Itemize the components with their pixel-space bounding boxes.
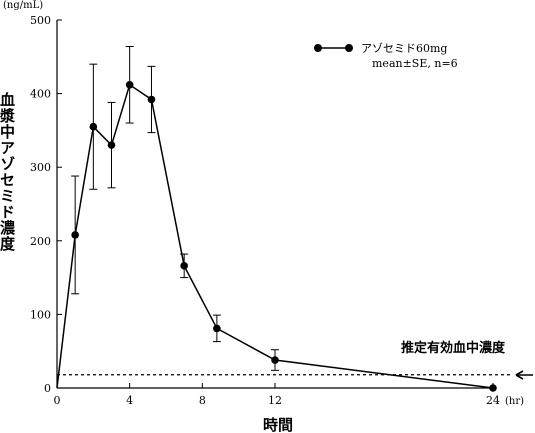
y-tick-label: 300 — [30, 161, 51, 174]
x-tick-label: 4 — [126, 394, 133, 407]
legend-marker — [345, 44, 353, 52]
x-tick-label: 24 — [486, 394, 500, 407]
legend-series-name: アゾセミド60mg — [361, 42, 447, 55]
y-unit-label: (ng/mL) — [3, 0, 43, 11]
data-point — [213, 324, 221, 333]
y-axis-label: 血漿中アゾセミド濃度 — [0, 91, 16, 252]
series-line — [56, 83, 494, 389]
y-tick-label: 500 — [30, 14, 51, 27]
data-point — [180, 262, 188, 270]
y-tick-label: 200 — [30, 235, 51, 248]
x-tick-label: 8 — [199, 394, 206, 407]
data-point — [71, 231, 79, 239]
data-point — [147, 95, 156, 104]
data-point — [271, 356, 279, 364]
legend: アゾセミド60mg mean±SE, n=6 — [314, 42, 458, 70]
series — [56, 45, 497, 392]
threshold-label: 推定有効血中濃度 — [401, 340, 506, 356]
data-point — [125, 80, 134, 89]
x-axis-label: 時間 — [263, 416, 293, 433]
data-point — [89, 122, 98, 131]
x-unit-label: (hr) — [505, 396, 524, 407]
y-tick-label: 100 — [30, 308, 51, 321]
x-axis: 0 4 8 12 24 — [54, 383, 500, 407]
y-tick-label: 400 — [30, 88, 51, 101]
y-axis: 0 100 200 300 400 500 — [30, 14, 62, 395]
x-tick-label: 12 — [268, 394, 282, 407]
data-point — [489, 384, 497, 392]
legend-note: mean±SE, n=6 — [372, 57, 458, 70]
data-point — [107, 141, 116, 149]
legend-marker — [314, 44, 322, 52]
y-tick-label: 0 — [44, 382, 51, 395]
threshold-arrow — [515, 370, 533, 380]
x-tick-label: 0 — [54, 394, 61, 407]
